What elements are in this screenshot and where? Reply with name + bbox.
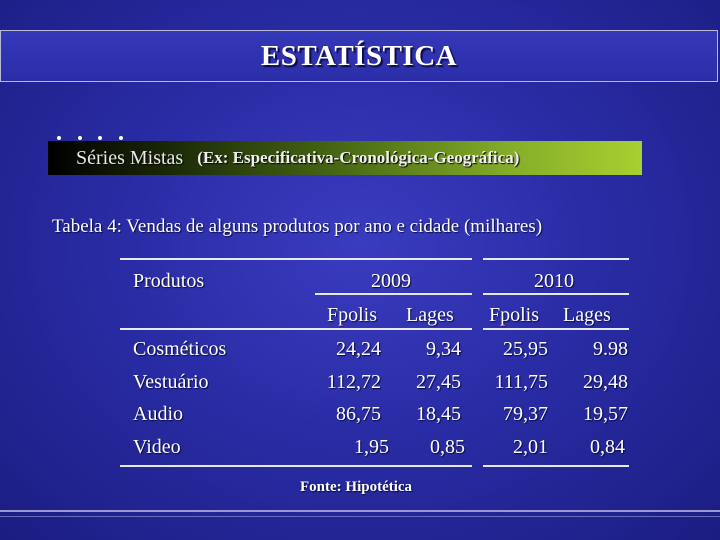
dot [57,136,61,140]
value-cell: 19,57 [583,403,628,425]
value-cell: 18,45 [416,403,461,425]
table-rule-bottom-left [120,465,472,467]
table-rule-bottom-right [483,465,629,467]
value-cell: 0,84 [590,436,625,458]
year-2010-rule [483,293,629,295]
value-cell: 25,95 [503,338,548,360]
value-cell: 112,72 [326,371,381,393]
product-name: Audio [133,403,183,425]
product-name: Video [133,436,181,458]
product-name: Vestuário [133,371,209,393]
header-rule-right [483,328,629,330]
footer-divider [0,510,720,512]
year-2009-rule [315,293,472,295]
value-cell: 9.98 [593,338,628,360]
footer-divider-thin [0,516,720,517]
table-rule-top-right [483,258,629,260]
dot [77,136,82,140]
decorative-dots [57,136,123,142]
value-cell: 24,24 [336,338,381,360]
dot [118,136,123,140]
value-cell: 1,95 [354,436,389,458]
page-title: ESTATÍSTICA [260,39,458,72]
city-header: Fpolis [489,304,540,326]
value-cell: 0,85 [430,436,465,458]
value-cell: 9,34 [426,338,461,360]
year-header-2009: 2009 [371,270,411,292]
table-source: Fonte: Hipotética [300,479,413,495]
column-header-products: Produtos [133,270,205,292]
city-header: Lages [563,304,611,326]
value-cell: 27,45 [416,371,461,393]
product-name: Cosméticos [133,338,227,360]
value-cell: 79,37 [503,403,548,425]
series-title: Séries Mistas [76,146,184,169]
table-rule-top-left [120,258,472,260]
year-header-2010: 2010 [534,270,574,292]
series-banner: Séries Mistas (Ex: Especificativa-Cronol… [48,141,642,175]
title-bar: ESTATÍSTICA [0,30,718,82]
value-cell: 29,48 [583,371,628,393]
value-cell: 86,75 [336,403,381,425]
header-rule-left [120,328,472,330]
value-cell: 111,75 [494,371,548,393]
dot [98,136,103,140]
city-header: Lages [406,304,454,326]
value-cell: 2,01 [513,436,548,458]
series-example: (Ex: Especificativa-Cronológica-Geográfi… [197,148,520,167]
table-caption: Tabela 4: Vendas de alguns produtos por … [52,216,543,237]
city-header: Fpolis [327,304,378,326]
